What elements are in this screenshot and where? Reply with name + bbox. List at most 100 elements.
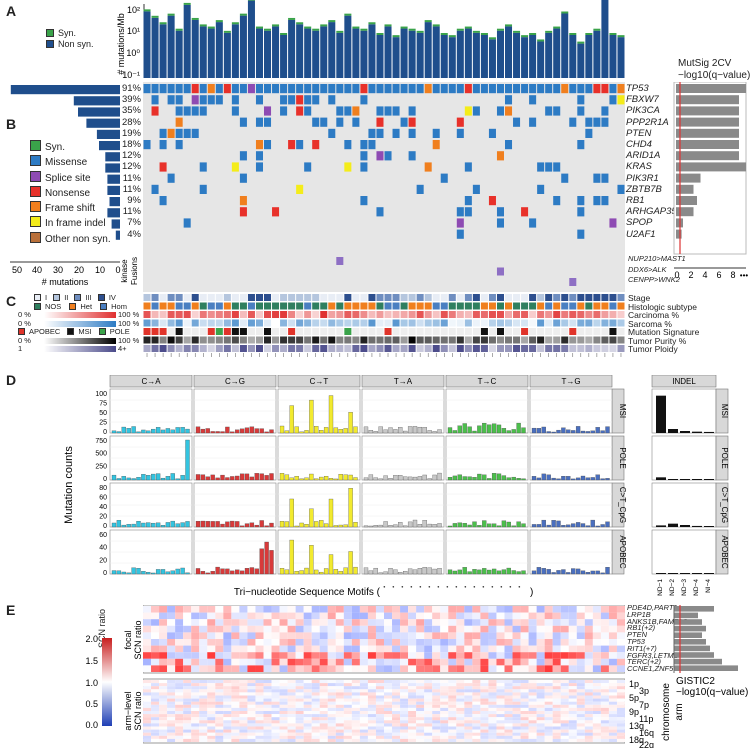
motif-bar bbox=[556, 520, 561, 528]
arm-cell bbox=[175, 686, 184, 690]
motif-bar bbox=[506, 521, 511, 528]
mutation-count-bars: 50 40 30 20 10 0 # mutations bbox=[10, 85, 121, 287]
arm-cell bbox=[384, 707, 393, 711]
arm-cell bbox=[416, 738, 425, 742]
arm-cell bbox=[223, 680, 232, 684]
focal-cell bbox=[584, 665, 593, 672]
arm-cell bbox=[199, 686, 208, 690]
arm-cell bbox=[239, 729, 248, 733]
arm-cell bbox=[191, 683, 200, 687]
motif-bar bbox=[314, 426, 319, 434]
tmb-bar bbox=[280, 35, 288, 78]
motif-bar bbox=[343, 567, 348, 575]
arm-cell bbox=[151, 732, 160, 736]
arm-cell bbox=[584, 692, 593, 696]
motif-bar bbox=[259, 548, 264, 575]
mutsig-bar bbox=[676, 106, 739, 116]
focal-cell bbox=[239, 619, 248, 626]
arm-cell bbox=[231, 723, 240, 727]
focal-cell bbox=[456, 658, 465, 666]
arm-cell bbox=[472, 707, 481, 711]
arm-cell bbox=[247, 698, 256, 702]
focal-cell bbox=[295, 632, 304, 639]
focal-cell bbox=[247, 639, 256, 646]
arm-cell bbox=[496, 686, 505, 690]
arm-cell bbox=[488, 704, 497, 708]
arm-cell bbox=[231, 729, 240, 733]
arm-cell bbox=[335, 698, 344, 702]
ploidy-cell bbox=[304, 345, 312, 352]
mutation-cell bbox=[496, 207, 504, 217]
arm-cell bbox=[536, 732, 545, 736]
focal-cell bbox=[440, 619, 449, 626]
focal-cell bbox=[207, 658, 216, 666]
histo-cell bbox=[585, 302, 593, 310]
histo-cell bbox=[151, 302, 159, 310]
tmb-syn-cap bbox=[432, 24, 440, 27]
mutation-cell bbox=[360, 196, 368, 206]
arm-cell bbox=[520, 723, 529, 727]
focal-cell bbox=[608, 619, 617, 626]
focal-cell bbox=[319, 632, 328, 639]
histo-cell bbox=[416, 302, 424, 310]
arm-cell bbox=[440, 701, 449, 705]
arm-cell bbox=[327, 704, 336, 708]
purity-cell bbox=[336, 336, 344, 344]
clinical-legend: I II III IV NOS Het Hom 0 % 100 % 0 % 10… bbox=[18, 293, 146, 354]
arm-cell bbox=[263, 738, 272, 742]
mutation-cell bbox=[304, 84, 312, 94]
signature-cell bbox=[360, 328, 368, 335]
focal-cell bbox=[616, 652, 625, 659]
arm-cell bbox=[223, 717, 232, 721]
sarcoma-cell bbox=[288, 319, 296, 327]
focal-cell bbox=[231, 652, 240, 659]
focal-cell bbox=[311, 665, 320, 672]
arm-cell bbox=[560, 714, 569, 718]
arm-cell bbox=[183, 707, 192, 711]
motif-bar bbox=[319, 520, 324, 528]
motif-bar bbox=[407, 568, 413, 575]
arm-cell bbox=[199, 683, 208, 687]
purity-cell bbox=[247, 336, 255, 344]
arm-cell bbox=[151, 707, 160, 711]
ploidy-cell bbox=[191, 345, 199, 352]
arm-cell bbox=[552, 723, 561, 727]
arm-cell bbox=[576, 729, 585, 733]
motif-bar bbox=[590, 519, 595, 528]
tmb-syn-cap bbox=[593, 28, 601, 31]
arm-cell bbox=[247, 729, 256, 733]
arm-cell bbox=[560, 726, 569, 730]
arm-cell bbox=[576, 732, 585, 736]
arm-cell bbox=[191, 707, 200, 711]
arm-cell bbox=[319, 701, 328, 705]
arm-cell bbox=[544, 738, 553, 742]
focal-cell bbox=[215, 645, 224, 653]
mutation-cell bbox=[215, 84, 223, 94]
arm-cell bbox=[143, 692, 152, 696]
focal-cell bbox=[480, 625, 489, 633]
arm-cell bbox=[319, 686, 328, 690]
motif-bar bbox=[353, 477, 358, 481]
carcinoma-cell bbox=[424, 311, 432, 318]
focal-cell bbox=[143, 665, 152, 672]
signature-cell bbox=[223, 328, 231, 335]
motif-bar bbox=[304, 430, 309, 434]
focal-cell bbox=[408, 658, 417, 666]
facet-ytick: 0 bbox=[103, 570, 107, 577]
arm-cell bbox=[584, 720, 593, 724]
motif-bar bbox=[531, 570, 537, 575]
arm-cell bbox=[231, 698, 240, 702]
focal-cell bbox=[584, 612, 593, 620]
carcinoma-cell bbox=[553, 311, 561, 318]
arm-cell bbox=[319, 735, 328, 739]
histo-cell bbox=[505, 302, 513, 310]
ploidy-cell bbox=[617, 345, 625, 352]
histo-cell bbox=[521, 302, 529, 310]
arm-cell bbox=[464, 698, 473, 702]
arm-cell bbox=[175, 707, 184, 711]
focal-cell bbox=[223, 612, 232, 620]
gene-pct: 4% bbox=[127, 228, 141, 240]
arm-cell bbox=[359, 726, 368, 730]
arm-cell bbox=[544, 726, 553, 730]
focal-cell bbox=[287, 665, 296, 672]
